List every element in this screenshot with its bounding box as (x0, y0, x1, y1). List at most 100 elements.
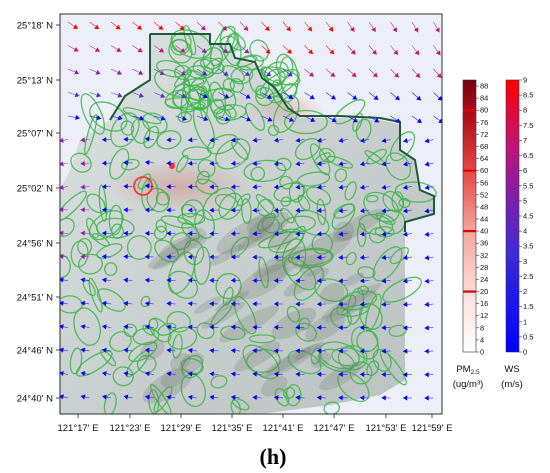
wind-arrow-head (360, 301, 365, 307)
terrain-contour (78, 253, 103, 275)
terrain-contour (181, 222, 200, 241)
terrain-contour (243, 159, 287, 183)
y-tick-label: 25°02' N (17, 184, 53, 195)
wind-arrow-head (252, 301, 257, 307)
wind-arrow-head (330, 72, 336, 77)
terrain-contour (273, 182, 306, 203)
terrain-contour (363, 191, 400, 223)
wind-arrow-head (181, 93, 187, 99)
ws-colorbar-title: WS (504, 364, 519, 375)
wind-arrow-head (252, 231, 257, 237)
wind-arrow-head (252, 254, 257, 260)
wind-arrow-head (295, 254, 300, 260)
wind-arrow-head (223, 71, 229, 76)
terrain-contour (218, 192, 243, 220)
wind-arrow-head (123, 183, 128, 189)
wind-arrow-head (274, 184, 279, 190)
wind-arrow-head (329, 49, 335, 55)
terrain-contour (210, 299, 235, 326)
terrain-contour (356, 223, 367, 248)
wind-arrow-head (424, 301, 429, 307)
wind-arrow-head (403, 395, 408, 401)
wind-arrow-head (288, 94, 294, 99)
wind-arrow-head (74, 69, 79, 75)
terrain-contour (305, 186, 332, 206)
wind-arrow-head (145, 371, 150, 377)
wind-arrow-head (231, 348, 236, 354)
wind-arrow-head (374, 117, 380, 123)
terrain-contour (230, 236, 250, 258)
wind-arrow-head (74, 92, 80, 98)
wind-arrow-head (188, 230, 193, 237)
wind-arrow-head (209, 254, 214, 260)
terrain-shade (148, 234, 204, 269)
terrain-contour (261, 66, 301, 86)
terrain-contour (153, 225, 168, 240)
terrain-contour (298, 317, 311, 330)
pm-colorbar-gradient (462, 79, 477, 353)
wind-arrow-head (317, 207, 322, 214)
terrain-contour (89, 101, 128, 132)
wind-arrow-head (438, 118, 442, 124)
wind-arrow-head (424, 208, 430, 214)
x-tick-label: 121°35' E (211, 423, 252, 434)
wind-arrow-head (360, 208, 365, 214)
wind-arrow-head (209, 160, 214, 166)
wind-arrow-head (403, 325, 408, 331)
terrain-contour (291, 247, 334, 269)
wind-arrow-head (188, 254, 193, 260)
wind-arrow-head (117, 115, 123, 121)
wind-arrow-head (202, 93, 208, 99)
terrain-contour (84, 114, 98, 155)
terrain-contour (389, 246, 409, 265)
terrain-contour (126, 235, 152, 260)
wind-arrow-head (317, 184, 322, 190)
colorbar-tick-label: 6.5 (523, 151, 533, 160)
wind-arrow-head (252, 371, 257, 377)
wind-arrow-head (123, 324, 129, 330)
wind-arrow-head (166, 160, 171, 166)
wind-arrow-head (231, 394, 236, 400)
terrain-shade (234, 341, 281, 372)
wind-arrow-head (372, 49, 377, 55)
terrain-contour (149, 383, 172, 414)
wind-arrow-head (360, 325, 365, 331)
wind-arrow-head (338, 254, 343, 260)
colorbar-tick-label: 3 (523, 257, 527, 266)
wind-arrow-head (424, 138, 430, 144)
wind-arrow-head (360, 184, 365, 190)
wind-arrow-head (252, 324, 257, 330)
wind-arrow-head (424, 231, 430, 237)
terrain-contour (156, 130, 182, 150)
wind-arrow-head (60, 207, 64, 213)
wind-arrow-head (403, 372, 408, 378)
colorbar-tick-label: 2 (523, 287, 527, 296)
wind-arrow-head (72, 24, 78, 29)
terrain-contour (282, 238, 307, 277)
wind-arrow-head (224, 116, 230, 122)
wind-arrow-head (166, 371, 172, 377)
wind-arrow-head (416, 95, 422, 101)
terrain-shade (271, 307, 317, 340)
terrain-shade (201, 302, 245, 329)
terrain-contour (88, 277, 103, 313)
terrain-contour (233, 296, 257, 335)
terrain-contour (104, 262, 118, 277)
terrain-contour (142, 112, 168, 134)
wind-arrow-head (209, 324, 214, 330)
x-axis-ticks: 121°17' E 121°23' E 121°29' E 121°35' E 121°… (57, 414, 453, 434)
terrain-contour (92, 233, 110, 247)
wind-arrow-head (295, 161, 301, 167)
wind-arrow-head (145, 207, 150, 213)
terrain-contour (98, 184, 108, 222)
terrain-shade (169, 352, 191, 371)
terrain-shade (178, 352, 205, 374)
wind-arrow-head (231, 160, 236, 166)
terrain-shade (246, 214, 273, 235)
colorbar-tick-label: 12 (480, 311, 488, 320)
terrain-contour (287, 248, 333, 267)
wind-arrow-head (188, 207, 193, 213)
wind-arrow-head (328, 26, 334, 32)
wind-arrow-head (188, 394, 193, 400)
terrain-shade (237, 264, 289, 300)
